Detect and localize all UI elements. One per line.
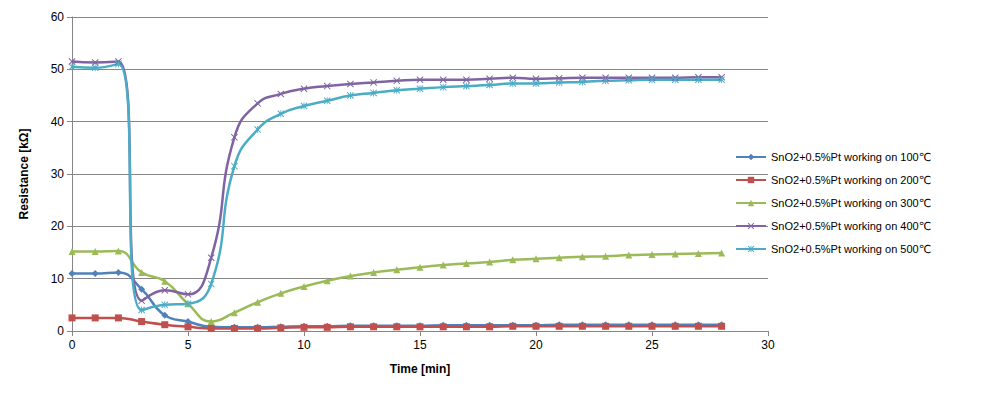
svg-text:30: 30 bbox=[51, 167, 65, 181]
svg-text:20: 20 bbox=[529, 338, 543, 352]
svg-text:5: 5 bbox=[185, 338, 192, 352]
svg-text:30: 30 bbox=[761, 338, 775, 352]
svg-text:SnO2+0.5%Pt working on 400℃: SnO2+0.5%Pt working on 400℃ bbox=[771, 220, 931, 232]
svg-text:SnO2+0.5%Pt working on 200℃: SnO2+0.5%Pt working on 200℃ bbox=[771, 174, 931, 186]
svg-text:0: 0 bbox=[57, 324, 64, 338]
svg-text:0: 0 bbox=[69, 338, 76, 352]
svg-text:10: 10 bbox=[51, 272, 65, 286]
svg-text:10: 10 bbox=[297, 338, 311, 352]
svg-text:SnO2+0.5%Pt working on 500℃: SnO2+0.5%Pt working on 500℃ bbox=[771, 243, 931, 255]
svg-text:25: 25 bbox=[645, 338, 659, 352]
svg-text:60: 60 bbox=[51, 10, 65, 24]
svg-text:20: 20 bbox=[51, 219, 65, 233]
svg-text:50: 50 bbox=[51, 62, 65, 76]
svg-text:40: 40 bbox=[51, 115, 65, 129]
svg-text:SnO2+0.5%Pt working on 300℃: SnO2+0.5%Pt working on 300℃ bbox=[771, 197, 931, 209]
svg-text:15: 15 bbox=[413, 338, 427, 352]
svg-text:Resistance [kΩ]: Resistance [kΩ] bbox=[17, 129, 31, 220]
svg-text:SnO2+0.5%Pt working on 100℃: SnO2+0.5%Pt working on 100℃ bbox=[771, 151, 931, 163]
svg-text:Time [min]: Time [min] bbox=[390, 362, 450, 376]
